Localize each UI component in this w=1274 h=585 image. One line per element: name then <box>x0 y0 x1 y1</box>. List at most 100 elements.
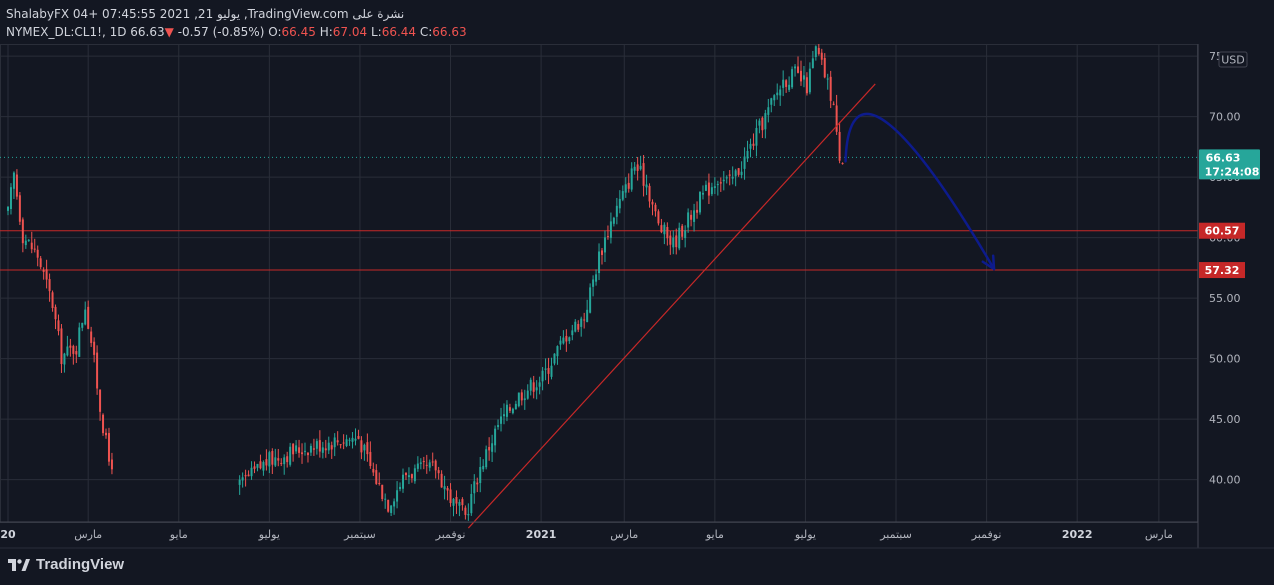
candle-body <box>559 340 562 345</box>
candle-body <box>280 462 283 464</box>
candle-body <box>820 52 823 60</box>
low-label: L: <box>370 25 382 39</box>
candle-body <box>39 258 42 268</box>
candle-body <box>734 170 737 177</box>
projection-arrow[interactable] <box>844 112 996 271</box>
candle-body <box>48 279 51 292</box>
trendline[interactable] <box>467 83 876 529</box>
candle-body <box>746 150 749 159</box>
candle-body <box>583 319 586 321</box>
candle-body <box>601 250 603 255</box>
candle-body <box>247 474 250 477</box>
candle-body <box>758 120 761 126</box>
candle-body <box>553 353 556 364</box>
y-tick-label: 45.00 <box>1209 413 1241 426</box>
candle-body <box>782 79 785 88</box>
candle-body <box>603 237 606 253</box>
candle-body <box>761 117 764 131</box>
candle-body <box>428 462 431 468</box>
candle-body <box>333 437 336 448</box>
candle-body <box>36 249 39 258</box>
candle-body <box>621 191 624 200</box>
candle-body <box>547 367 550 374</box>
candle-body <box>755 127 758 146</box>
candle-body <box>265 459 268 466</box>
candle-body <box>351 437 354 442</box>
candle-body <box>455 496 458 504</box>
candle-body <box>339 444 342 446</box>
candle-body <box>491 443 494 452</box>
candle-body <box>704 184 707 191</box>
candle-body <box>458 501 461 506</box>
candle-body <box>93 341 96 355</box>
candle-body <box>612 217 615 224</box>
candle-body <box>434 460 437 471</box>
candle-body <box>256 463 259 468</box>
axes[interactable]: 75.0070.0065.0060.0055.0050.0045.0040.00… <box>0 44 1274 549</box>
candle-body <box>532 382 535 392</box>
candle-body <box>354 438 357 441</box>
candle-body <box>529 379 532 391</box>
x-tick-label: 20 <box>0 528 16 541</box>
candle-body <box>618 198 621 209</box>
candle-body <box>595 274 598 282</box>
candle-body <box>502 414 505 417</box>
candle-body <box>657 211 660 224</box>
currency-label: USD <box>1221 54 1245 67</box>
candle-body <box>470 493 473 514</box>
candle-body <box>330 445 333 450</box>
candle-body <box>541 370 544 382</box>
candle-body <box>342 442 345 444</box>
candle-body <box>443 486 446 490</box>
candle-body <box>817 47 820 54</box>
candle-body <box>250 467 253 477</box>
y-tick-label: 50.00 <box>1209 353 1241 366</box>
candle-body <box>381 484 384 499</box>
candle-body <box>387 499 390 512</box>
candle-body <box>345 439 348 447</box>
candle-body <box>835 105 838 132</box>
candle-body <box>663 224 666 235</box>
candle-body <box>841 163 844 165</box>
candle-body <box>675 235 678 248</box>
candle-body <box>298 447 301 453</box>
last-price: 66.63 <box>130 25 165 39</box>
candle-body <box>479 466 482 484</box>
candle-body <box>681 225 684 237</box>
candle-body <box>767 107 770 115</box>
projection-curve[interactable] <box>844 112 996 271</box>
candle-body <box>99 389 102 412</box>
tradingview-logo[interactable]: TradingView <box>8 556 124 573</box>
candle-body <box>713 186 716 188</box>
candle-body <box>57 320 60 332</box>
candle-body <box>838 131 841 161</box>
candle-body <box>589 287 592 313</box>
candle-body <box>514 403 517 410</box>
candle-body <box>811 58 814 68</box>
candle-body <box>568 337 571 342</box>
candle-body <box>785 80 788 87</box>
candle-body <box>253 466 256 469</box>
y-tick-label: 70.00 <box>1209 111 1241 124</box>
publish-info: ShalabyFX 04+ 07:45:55 2021 ,21 يوليو ,T… <box>6 7 405 21</box>
x-tick-label: سبتمبر <box>879 528 912 541</box>
candle-body <box>105 432 108 436</box>
candle-body <box>9 187 12 210</box>
price-change: -0.57 (-0.85%) <box>177 25 265 39</box>
candle-body <box>648 185 651 202</box>
currency-badge[interactable] <box>1218 51 1248 68</box>
candle-body <box>277 458 280 461</box>
symbol-label[interactable]: NYMEX_DL:CL1!, 1D <box>6 25 127 39</box>
candle-body <box>87 306 90 329</box>
trendline-line[interactable] <box>467 83 876 529</box>
candle-body <box>42 269 45 272</box>
candle-body <box>517 392 520 407</box>
candle-body <box>627 182 630 189</box>
x-tick-label: 2021 <box>526 528 557 541</box>
candle-body <box>449 489 452 504</box>
candle-body <box>684 230 687 239</box>
candle-body <box>27 239 30 241</box>
candle-body <box>295 445 298 452</box>
